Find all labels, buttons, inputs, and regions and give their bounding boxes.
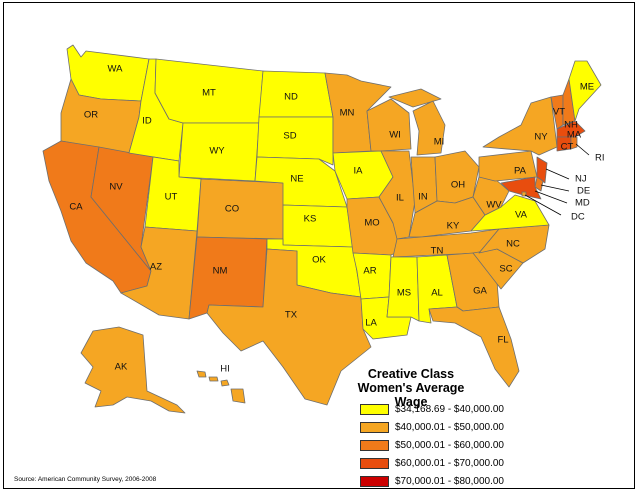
- state-label-MD: MD: [575, 198, 590, 209]
- state-label-TX: TX: [285, 310, 298, 321]
- legend-swatch: [360, 403, 389, 415]
- state-DE: [534, 176, 544, 192]
- state-FL: [428, 306, 520, 388]
- state-label-MA: MA: [567, 130, 582, 141]
- state-TX: [206, 248, 372, 406]
- legend-label: $40,000.01 - $50,000.00: [395, 421, 504, 433]
- legend-swatch: [360, 475, 389, 487]
- state-PA: [478, 150, 538, 182]
- legend-title: Creative Class Women's Average Wage: [356, 367, 466, 409]
- state-label-NC: NC: [506, 239, 520, 250]
- legend-item: $34,168.69 - $40,000.00: [360, 403, 504, 415]
- state-label-MO: MO: [364, 218, 379, 229]
- state-label-CO: CO: [225, 204, 239, 215]
- state-label-MT: MT: [202, 88, 216, 99]
- state-label-PA: PA: [514, 166, 527, 177]
- state-label-AL: AL: [431, 288, 443, 299]
- legend-item: $40,000.01 - $50,000.00: [360, 421, 504, 433]
- state-label-NH: NH: [564, 120, 578, 131]
- legend-item: $70,000.01 - $80,000.00: [360, 475, 504, 487]
- state-label-SC: SC: [499, 264, 512, 275]
- state-label-DC: DC: [571, 212, 585, 223]
- state-label-CA: CA: [69, 202, 83, 213]
- state-label-GA: GA: [473, 286, 487, 297]
- state-label-ID: ID: [142, 116, 152, 127]
- state-label-WI: WI: [389, 130, 401, 141]
- state-NY: [482, 96, 558, 156]
- state-label-UT: UT: [165, 192, 178, 203]
- state-label-DE: DE: [577, 186, 590, 197]
- state-label-WV: WV: [486, 200, 502, 211]
- state-label-ME: ME: [580, 82, 594, 93]
- state-label-VT: VT: [553, 107, 565, 118]
- state-label-NE: NE: [290, 174, 303, 185]
- leader-line-DC: [524, 194, 562, 216]
- leader-line-RI: [575, 143, 590, 156]
- legend-label: $60,000.01 - $70,000.00: [395, 457, 504, 469]
- state-label-KS: KS: [304, 214, 317, 225]
- us-states-map: WA OR CA NV ID MT WY UT AZ CO NM ND SD NE KS OK TX MN IA MO…: [42, 44, 605, 414]
- state-AK: [80, 326, 186, 414]
- legend-label: $50,000.01 - $60,000.00: [395, 439, 504, 451]
- state-label-HI: HI: [220, 364, 230, 375]
- state-label-NY: NY: [534, 132, 548, 143]
- state-label-MI: MI: [434, 137, 445, 148]
- state-label-CT: CT: [561, 142, 574, 153]
- state-label-NJ: NJ: [575, 174, 587, 185]
- state-MI: [388, 88, 446, 156]
- state-label-AK: AK: [115, 362, 128, 373]
- state-label-IL: IL: [396, 193, 404, 204]
- map-frame: WA OR CA NV ID MT WY UT AZ CO NM ND SD NE KS OK TX MN IA MO…: [3, 2, 635, 489]
- state-label-FL: FL: [497, 335, 508, 346]
- state-label-ND: ND: [284, 92, 298, 103]
- state-label-OR: OR: [84, 110, 98, 121]
- legend-item: $50,000.01 - $60,000.00: [360, 439, 504, 451]
- leader-line-DE: [540, 184, 570, 192]
- legend-label: $70,000.01 - $80,000.00: [395, 475, 504, 487]
- legend-swatch: [360, 439, 389, 451]
- state-label-LA: LA: [365, 318, 377, 329]
- legend-label: $34,168.69 - $40,000.00: [395, 403, 504, 415]
- state-label-KY: KY: [447, 221, 460, 232]
- state-MA: [556, 120, 586, 138]
- state-label-TN: TN: [431, 246, 444, 257]
- state-label-AR: AR: [363, 266, 376, 277]
- legend-swatch: [360, 457, 389, 469]
- state-label-IA: IA: [354, 166, 364, 177]
- state-label-NM: NM: [213, 266, 228, 277]
- state-label-RI: RI: [595, 153, 605, 164]
- state-MD: [500, 176, 542, 200]
- state-SD: [256, 116, 334, 166]
- leader-line-NJ: [545, 168, 570, 180]
- state-NJ: [536, 156, 548, 184]
- state-label-MS: MS: [397, 288, 411, 299]
- state-KS: [282, 204, 354, 248]
- source-note: Source: American Community Survey, 2006-…: [14, 476, 157, 483]
- state-label-WY: WY: [209, 146, 225, 157]
- state-label-VA: VA: [515, 210, 528, 221]
- state-label-SD: SD: [283, 131, 296, 142]
- state-label-AZ: AZ: [150, 262, 162, 273]
- legend-item: $60,000.01 - $70,000.00: [360, 457, 504, 469]
- state-OH: [434, 150, 480, 204]
- state-label-OK: OK: [312, 255, 326, 266]
- legend-swatch: [360, 421, 389, 433]
- state-RI: [570, 136, 578, 150]
- state-label-WA: WA: [108, 64, 124, 75]
- legend-title-line1: Creative Class: [367, 367, 455, 381]
- state-label-MN: MN: [340, 108, 355, 119]
- leader-line-MD: [534, 190, 568, 204]
- state-CO: [196, 178, 286, 240]
- state-HI: [196, 370, 246, 404]
- state-label-NV: NV: [109, 182, 123, 193]
- legend-title-line2: Women's Average Wage: [357, 381, 465, 409]
- state-label-OH: OH: [451, 180, 465, 191]
- state-WI: [366, 98, 412, 152]
- state-label-IN: IN: [418, 192, 428, 203]
